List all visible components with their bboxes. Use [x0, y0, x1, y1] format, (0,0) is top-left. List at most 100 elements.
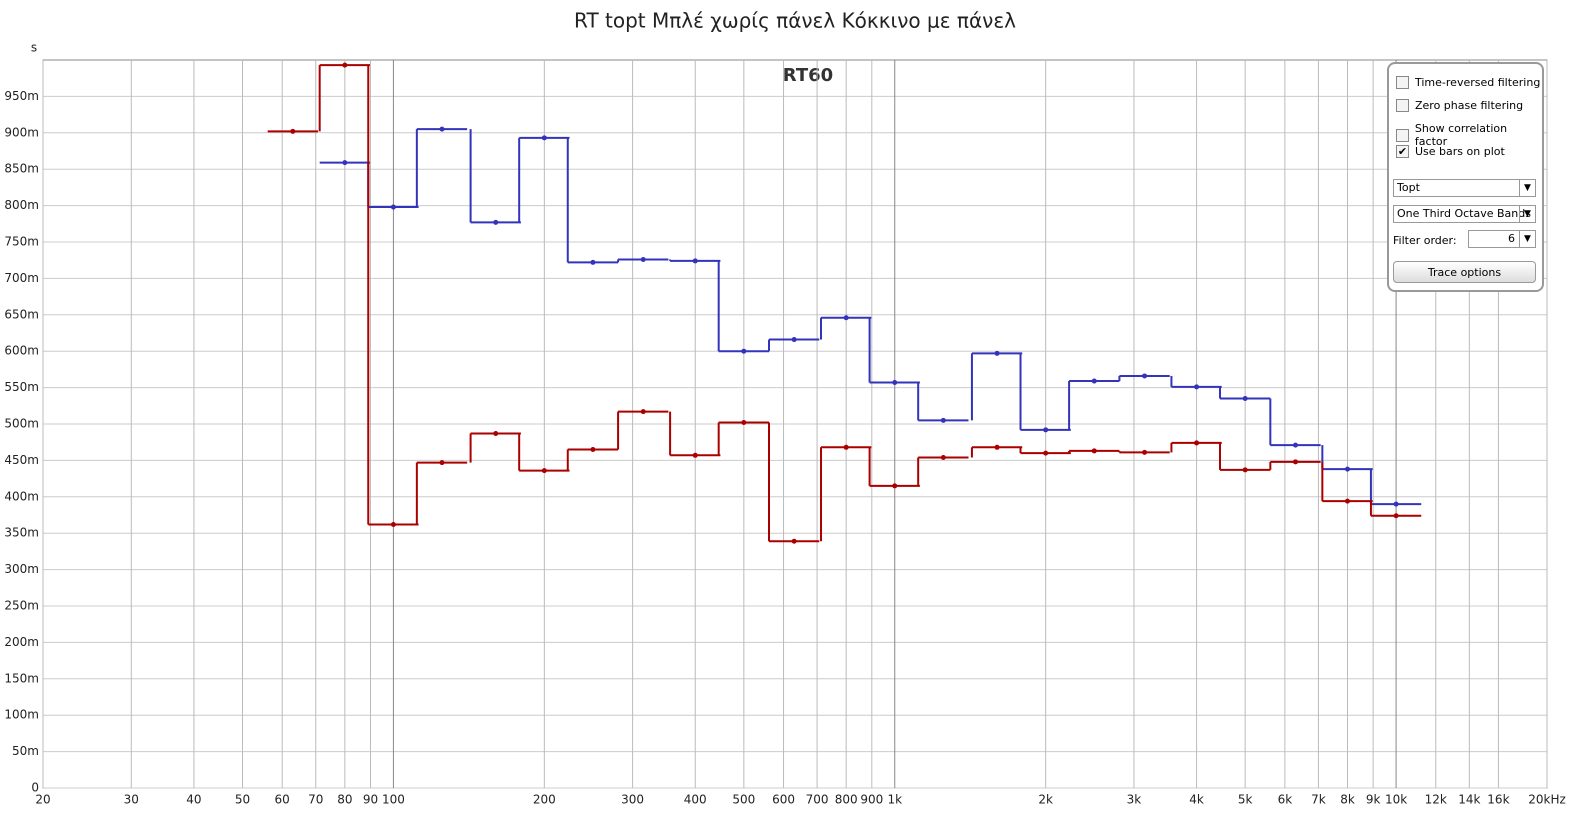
filter-order-input[interactable]: 6 ▼ — [1468, 230, 1536, 248]
point — [493, 430, 499, 436]
y-tick-label: 750m — [4, 235, 39, 249]
point — [1292, 459, 1298, 465]
point — [590, 259, 596, 265]
point — [1091, 448, 1097, 454]
point — [940, 454, 946, 460]
y-tick-label: 850m — [4, 162, 39, 176]
point — [1292, 442, 1298, 448]
point — [892, 380, 898, 386]
x-tick-label: 100 — [382, 793, 405, 807]
checkbox[interactable] — [1396, 76, 1409, 89]
dropdown-value: Topt — [1397, 181, 1420, 194]
x-tick-label: 600 — [772, 793, 795, 807]
x-tick-label: 80 — [337, 793, 352, 807]
point — [439, 460, 445, 466]
x-tick-label: 12k — [1425, 793, 1447, 807]
y-tick-label: 250m — [4, 599, 39, 613]
point — [1194, 384, 1200, 390]
point — [390, 204, 396, 210]
checkbox[interactable] — [1396, 128, 1409, 142]
checkbox-label: Show correlation factor — [1414, 122, 1508, 148]
x-tick-label: 900 — [860, 793, 883, 807]
y-tick-label: 600m — [4, 344, 39, 358]
x-tick-label: 800 — [835, 793, 858, 807]
point — [290, 128, 296, 134]
point — [994, 350, 1000, 356]
dropdown[interactable]: One Third Octave Bands ▼ — [1393, 205, 1536, 223]
x-tick-label: 2k — [1038, 793, 1053, 807]
x-tick-label: 90 — [363, 793, 378, 807]
checkbox-row[interactable]: Show correlation factor — [1396, 122, 1542, 148]
point — [994, 444, 1000, 450]
x-tick-label: 60 — [275, 793, 290, 807]
point — [541, 135, 547, 141]
filter-order-label: Filter order: — [1393, 234, 1457, 247]
x-tick-label: 200 — [533, 793, 556, 807]
spinner-arrow: ▼ — [1519, 231, 1535, 247]
x-tick-label: 4k — [1189, 793, 1204, 807]
series — [319, 126, 1422, 507]
point — [439, 126, 445, 132]
y-tick-label: 300m — [4, 562, 39, 576]
checkbox[interactable] — [1396, 99, 1409, 112]
filter-order-value: 6 — [1508, 232, 1515, 245]
y-tick-label: 400m — [4, 489, 39, 503]
y-tick-label: 350m — [4, 526, 39, 540]
chart-title: RT topt Μπλέ χωρίς πάνελ Κόκκινο με πάνε… — [574, 9, 1016, 33]
x-tick-label: 400 — [684, 793, 707, 807]
x-tick-label: 9k — [1366, 793, 1381, 807]
y-tick-label: 200m — [4, 635, 39, 649]
point — [1043, 427, 1049, 433]
y-tick-label: 100m — [4, 708, 39, 722]
x-tick-label: 20 — [35, 793, 50, 807]
dropdown-arrow: ▼ — [1519, 180, 1535, 196]
point — [342, 62, 348, 68]
x-tick-label: 10k — [1385, 793, 1407, 807]
point — [741, 420, 747, 426]
checkbox-label: Time-reversed filtering — [1415, 76, 1541, 89]
point — [640, 256, 646, 262]
y-tick-label: 550m — [4, 380, 39, 394]
trace-options-button[interactable]: Trace options — [1393, 261, 1536, 283]
x-tick-label: 40 — [186, 793, 201, 807]
checkbox-row[interactable]: ✔ Use bars on plot — [1396, 145, 1505, 158]
x-tick-label: 20kHz — [1528, 793, 1566, 807]
y-tick-label: 950m — [4, 89, 39, 103]
point — [692, 452, 698, 458]
point — [1043, 450, 1049, 456]
x-tick-label: 3k — [1127, 793, 1142, 807]
point — [541, 468, 547, 474]
y-tick-label: 900m — [4, 125, 39, 139]
point — [1344, 498, 1350, 504]
point — [1393, 513, 1399, 519]
point — [843, 444, 849, 450]
series — [267, 62, 1422, 544]
point — [390, 521, 396, 527]
x-tick-label: 70 — [308, 793, 323, 807]
x-tick-label: 7k — [1311, 793, 1326, 807]
checkbox[interactable]: ✔ — [1396, 145, 1409, 158]
x-tick-label: 300 — [621, 793, 644, 807]
checkbox-row[interactable]: Time-reversed filtering — [1396, 76, 1540, 89]
point — [1194, 440, 1200, 446]
x-tick-label: 8k — [1340, 793, 1355, 807]
dropdown-arrow: ▼ — [1519, 206, 1535, 222]
point — [791, 337, 797, 343]
x-tick-label: 500 — [732, 793, 755, 807]
point — [1344, 466, 1350, 472]
y-tick-label: 50m — [12, 744, 39, 758]
point — [493, 219, 499, 225]
dropdown[interactable]: Topt ▼ — [1393, 179, 1536, 197]
x-tick-label: 700 — [806, 793, 829, 807]
y-unit: s — [31, 41, 37, 55]
x-tick-label: 6k — [1278, 793, 1293, 807]
dropdown-value: One Third Octave Bands — [1397, 207, 1531, 220]
point — [640, 409, 646, 415]
point — [892, 483, 898, 489]
checkbox-row[interactable]: Zero phase filtering — [1396, 99, 1523, 112]
point — [791, 538, 797, 544]
y-tick-label: 800m — [4, 198, 39, 212]
x-tick-label: 1k — [887, 793, 902, 807]
